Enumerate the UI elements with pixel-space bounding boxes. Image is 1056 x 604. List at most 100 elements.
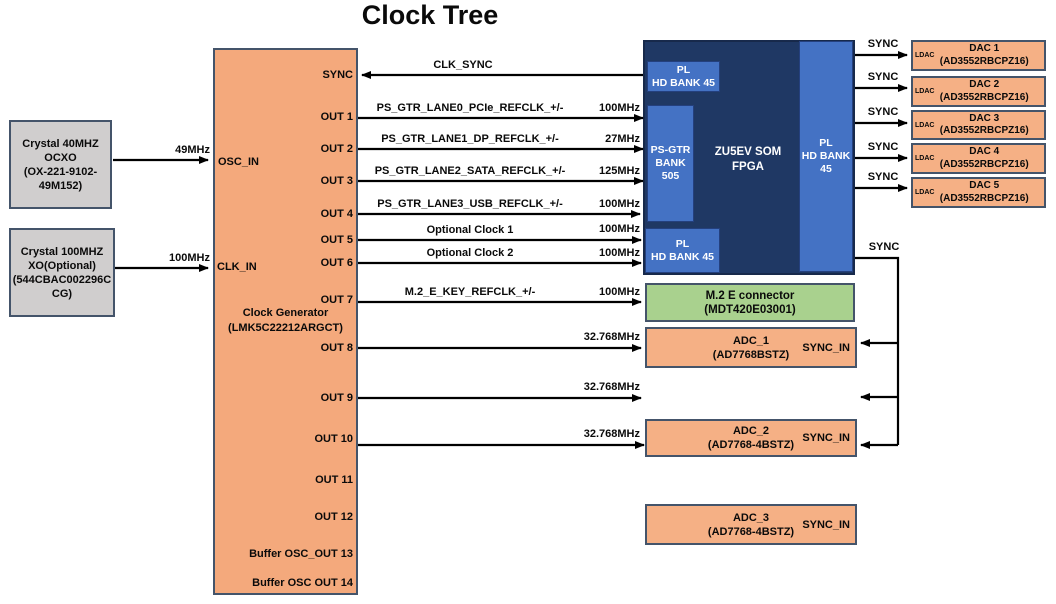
port-out10: OUT 10 [314,433,353,445]
dac1-box: LDAC DAC 1 (AD3552RBCPZ16) [911,40,1046,71]
dac3-box: LDAC DAC 3 (AD3552RBCPZ16) [911,110,1046,140]
crystal-40mhz-line1: Crystal 40MHZ [22,137,99,150]
port-out1: OUT 1 [320,111,353,123]
dac5-name: DAC 5 [969,180,1000,191]
crystal-40mhz-line4: 49M152) [38,179,83,192]
clock-generator-box [213,48,358,595]
port-out5: OUT 5 [320,234,353,246]
freq-adc1: 32.768MHz [583,331,640,343]
adc2-sync-in: SYNC_IN [802,432,850,444]
dac5-box: LDAC DAC 5 (AD3552RBCPZ16) [911,177,1046,208]
signal-lane0: PS_GTR_LANE0_PCIe_REFCLK_+/- [376,102,564,114]
adc3-box: ADC_3 (AD7768-4BSTZ) SYNC_IN [645,504,857,545]
adc1-sync-in: SYNC_IN [802,341,850,354]
adc2-name: ADC_2 [732,425,770,437]
dac3-name: DAC 3 [969,112,1000,124]
bank-pl-hd-top-line2: HD BANK 45 [651,76,715,89]
clock-generator-part: (LMK5C22212ARGCT) [228,322,343,334]
adc3-part: (AD7768-4BSTZ) [707,525,795,538]
port-out11: OUT 11 [315,474,353,486]
port-out3: OUT 3 [320,175,353,187]
bank-ps-gtr-line3: 505 [661,170,680,182]
port-out12: OUT 12 [314,511,353,523]
freq-crystal1: 49MHz [175,144,210,156]
crystal-40mhz-line3: (OX-221-9102- [23,165,98,178]
signal-m2key: M.2_E_KEY_REFCLK_+/- [404,286,536,298]
bank-ps-gtr-line1: PS-GTR [650,144,691,156]
dac1-name: DAC 1 [969,43,1000,54]
sync-label-dac3: SYNC [867,106,899,118]
dac1-ldac-label: LDAC [915,52,935,59]
port-osc-in: OSC_IN [218,156,259,168]
sync-label-dac4: SYNC [867,141,899,153]
adc2-part: (AD7768-4BSTZ) [707,439,795,451]
port-out2: OUT 2 [320,143,353,155]
adc2-box: ADC_2 (AD7768-4BSTZ) SYNC_IN [645,419,857,457]
bank-pl-hd-right-line3: 45 [820,163,832,175]
bank-ps-gtr-line2: BANK [655,157,686,169]
port-out14: Buffer OSC OUT 14 [252,577,353,589]
dac2-ldac-label: LDAC [915,88,935,95]
clock-generator-name: Clock Generator (LMK5C22212ARGCT) [220,306,351,336]
crystal-100mhz-line4: CG) [51,287,73,300]
freq-adc3: 32.768MHz [583,428,640,440]
port-out8: OUT 8 [320,342,353,354]
signal-lane3: PS_GTR_LANE3_USB_REFCLK_+/- [377,198,563,210]
dac4-box: LDAC DAC 4 (AD3552RBCPZ16) [911,143,1046,174]
m2-connector-box: M.2 E connector (MDT420E03001) [645,283,855,322]
port-out7: OUT 7 [320,294,353,306]
dac5-part: (AD3552RBCPZ16) [939,192,1029,204]
dac5-ldac-label: LDAC [915,189,935,196]
sync-label-dac2: SYNC [867,71,899,83]
sync-label-adc-net: SYNC [868,241,900,253]
dac4-ldac-label: LDAC [915,155,935,162]
freq-lane2: 125MHz [599,165,640,177]
dac3-part: (AD3552RBCPZ16) [939,125,1029,136]
dac4-part: (AD3552RBCPZ16) [939,158,1029,170]
signal-clk-sync: CLK_SYNC [433,59,493,71]
crystal-40mhz-line2: OCXO [44,151,77,164]
crystal-100mhz-line3: (544CBAC002296C [12,273,112,286]
bank-pl-hd-bottom: PL HD BANK 45 [645,228,720,273]
m2-connector-line1: M.2 E connector [705,289,795,302]
freq-crystal2: 100MHz [169,252,210,264]
crystal-100mhz-box: Crystal 100MHZ XO(Optional) (544CBAC0022… [9,228,115,317]
adc1-part: (AD7768BSTZ) [712,348,790,361]
page-title: Clock Tree [361,0,499,30]
freq-lane1: 27MHz [605,133,640,145]
port-clk-in: CLK_IN [217,261,257,273]
dac2-part: (AD3552RBCPZ16) [939,91,1029,103]
bank-pl-hd-bottom-line2: HD BANK 45 [650,250,714,263]
freq-lane0: 100MHz [599,102,640,114]
sync-label-dac1: SYNC [867,38,899,50]
port-out13: Buffer OSC_OUT 13 [249,548,353,560]
clock-generator-title: Clock Generator [242,307,329,319]
port-out4: OUT 4 [320,208,353,220]
bank-pl-hd-right: PL HD BANK 45 [799,41,853,272]
dac2-box: LDAC DAC 2 (AD3552RBCPZ16) [911,76,1046,107]
freq-m2key: 100MHz [599,286,640,298]
dac3-ldac-label: LDAC [915,121,935,129]
signal-lane1: PS_GTR_LANE1_DP_REFCLK_+/- [381,133,559,145]
adc3-name: ADC_3 [732,511,770,524]
signal-opt1: Optional Clock 1 [426,224,514,236]
port-out6: OUT 6 [320,257,353,269]
bank-pl-hd-bottom-line1: PL [675,237,690,250]
fpga-name-line2: FPGA [732,161,764,173]
m2-connector-line2: (MDT420E03001) [704,303,796,316]
signal-opt2: Optional Clock 2 [426,247,514,259]
port-sync: SYNC [322,69,353,81]
freq-adc2: 32.768MHz [583,381,640,393]
signal-lane2: PS_GTR_LANE2_SATA_REFCLK_+/- [374,165,566,177]
fpga-name-line1: ZU5EV SOM [714,146,782,158]
dac2-name: DAC 2 [969,79,1000,90]
bank-pl-hd-right-line2: HD BANK [801,150,851,162]
bank-ps-gtr-505: PS-GTR BANK 505 [647,105,694,222]
bank-pl-hd-right-line1: PL [819,137,833,149]
adc1-name: ADC_1 [732,334,770,347]
freq-lane3: 100MHz [599,198,640,210]
port-out9: OUT 9 [320,392,353,404]
sync-label-dac5: SYNC [867,171,899,183]
